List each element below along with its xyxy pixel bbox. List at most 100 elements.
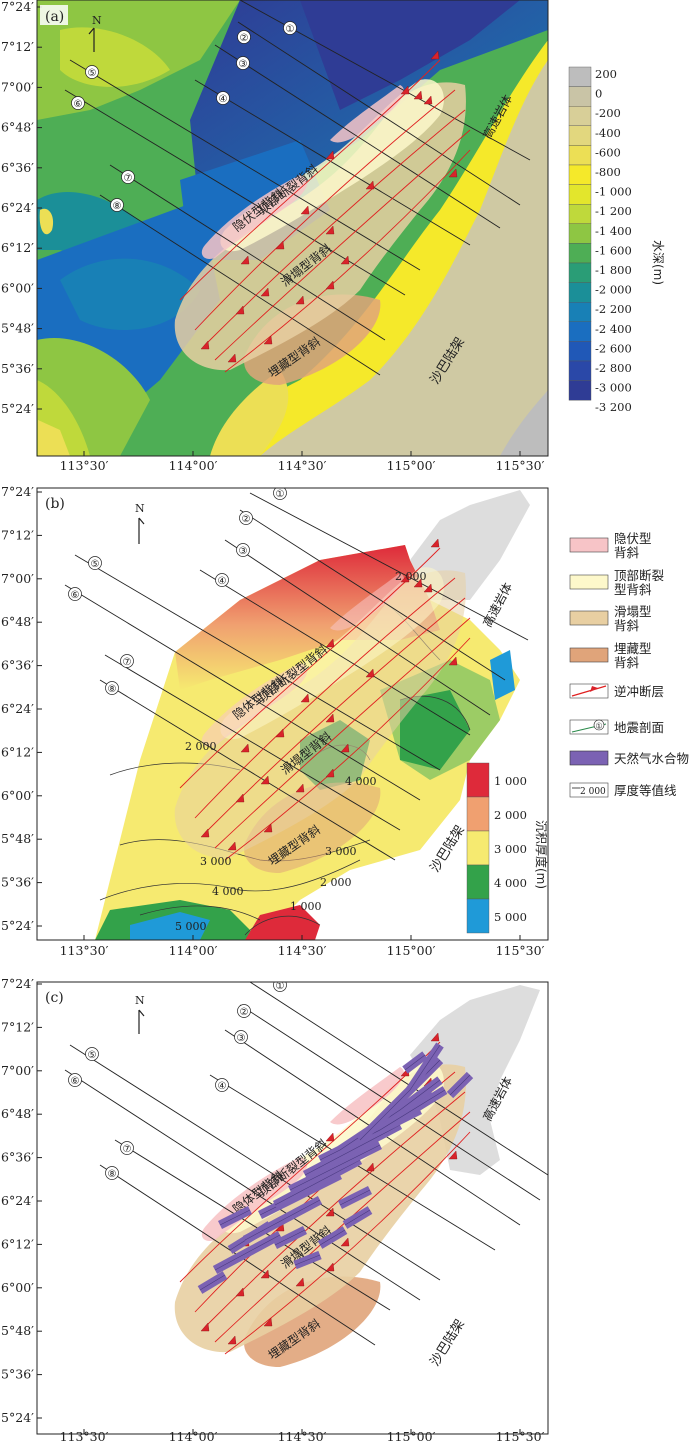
north-label-c: N: [135, 994, 145, 1007]
cryptic-anticline-zone: [201, 175, 308, 259]
thrust-triangle: [365, 1162, 375, 1172]
seismic-profile-line: [239, 509, 506, 681]
thrust-triangle: [275, 728, 285, 738]
thrust-triangle: [263, 335, 273, 345]
depth-color-bin: [568, 86, 592, 107]
thrust-triangle: [200, 1322, 210, 1332]
seismic-profile-number: ⑥: [71, 590, 80, 601]
depth-level-label: -2 000: [595, 283, 632, 297]
seismic-profile-number: ④: [219, 94, 228, 105]
depth-level-label: -800: [595, 165, 621, 179]
legend-label-hydrate: 天然气水合物: [614, 751, 689, 766]
thrust-fault-line: [214, 129, 471, 361]
seismic-profile-line: [69, 1044, 441, 1281]
lat-tick-label: 6°00′: [1, 788, 34, 803]
panel-a-tag-bg: [40, 5, 68, 25]
cryptic-anticline-zone: [330, 1067, 404, 1125]
seismic-profile-number: ⑦: [124, 173, 133, 184]
thickness-color-bin: [466, 864, 490, 900]
seismic-profile-number: ④: [218, 1081, 227, 1092]
thickness-color-bin: [466, 796, 490, 832]
lon-tick-label: 115°00′: [387, 943, 436, 958]
thrust-triangle: [430, 50, 440, 60]
thickness-contour-label: 3 000: [325, 845, 357, 858]
thrust-fault-line: [224, 637, 471, 861]
seismic-profile-marker: [237, 1004, 251, 1018]
depth-level-label: -1 800: [595, 263, 632, 277]
north-arrow-c: N: [135, 994, 145, 1034]
lon-tick-label: 114°00′: [169, 1429, 218, 1444]
lat-tick-label: 5°24′: [1, 401, 34, 416]
lat-tick-label: 7°12′: [1, 39, 34, 54]
seismic-profile-marker: [110, 198, 124, 212]
legend-swatch-contour: [569, 782, 609, 798]
thickness-level-label: 5 000: [494, 910, 527, 924]
thickness-contour-label: 3 000: [200, 855, 232, 868]
thrust-triangle: [300, 205, 310, 215]
depth-color-bin: [568, 145, 592, 166]
seismic-profile-number: ③: [239, 546, 248, 557]
lat-tick-label: 5°24′: [1, 1410, 34, 1425]
lon-tick-label: 115°00′: [387, 458, 436, 473]
lat-tick-label: 6°12′: [1, 744, 34, 759]
seismic-profile-marker: [273, 982, 287, 992]
thrust-triangle: [295, 783, 305, 793]
lat-tick-label: 6°48′: [1, 120, 34, 135]
lat-tick-label: 5°48′: [1, 831, 34, 846]
thrust-triangle: [325, 1262, 335, 1272]
thrust-triangle: [325, 150, 335, 160]
lon-tick-label: 113°30′: [60, 943, 109, 958]
thrust-triangle: [325, 1207, 335, 1217]
lat-tick-label: 6°48′: [1, 1106, 34, 1121]
seismic-profile-line: [237, 21, 521, 206]
thickness-color-bin: [466, 898, 490, 934]
gas-hydrate-outline: [379, 1089, 446, 1131]
thrust-fault-line: [194, 89, 456, 331]
seismic-profile-line: [69, 59, 421, 271]
depth-color-bin: [568, 341, 592, 362]
depth-color-bin: [568, 243, 592, 264]
thrust-triangle: [235, 1287, 245, 1297]
panel-a-tag-text: (a): [45, 9, 64, 25]
thickness-legend: 1 000 2 000 3 000 4 000 5 000 沉积厚度(m): [466, 762, 549, 934]
depth-level-label: -400: [595, 126, 621, 140]
thrust-triangle: [295, 1277, 305, 1287]
thickness-legend-title: 沉积厚度(m): [534, 820, 549, 889]
seismic-profile-line: [249, 492, 529, 641]
gas-hydrate-outline: [319, 1229, 346, 1246]
thrust-triangle: [413, 90, 423, 100]
depth-level-label: -3 200: [595, 400, 632, 414]
thrust-triangle: [275, 240, 285, 250]
lon-tick-label: 114°30′: [278, 458, 327, 473]
depth-level-label: -2 600: [595, 341, 632, 355]
lat-tick-label: 5°36′: [1, 875, 34, 890]
lat-tick-label: 5°36′: [1, 361, 34, 376]
seismic-profile-marker: [215, 1078, 229, 1092]
lon-tick-label: 114°30′: [278, 1429, 327, 1444]
thrust-triangle: [260, 287, 270, 297]
thrust-triangle: [263, 1317, 273, 1327]
thrust-triangle: [448, 168, 458, 178]
seismic-profile-marker: [283, 21, 297, 35]
thickness-level-label: 1 000: [494, 774, 527, 788]
lat-tick-label: 5°48′: [1, 321, 34, 336]
lat-tick-label: 7°12′: [1, 1019, 34, 1034]
gas-hydrate-outline: [304, 1124, 401, 1176]
cryptic-anticline-zone: [330, 85, 404, 143]
lon-tick-label: 113°30′: [60, 458, 109, 473]
lat-tick-label: 6°48′: [1, 614, 34, 629]
depth-level-label: 0: [595, 87, 602, 101]
legend-label-cryptic: 背斜: [614, 545, 640, 560]
thrust-triangle: [340, 1237, 350, 1247]
lat-tick-label: 6°00′: [1, 280, 34, 295]
thrust-fault-line: [224, 1131, 471, 1355]
thrust-triangle: [365, 668, 375, 678]
depth-color-bin: [568, 360, 592, 381]
gas-hydrate-outline: [404, 1054, 426, 1071]
lat-tick-label: 5°48′: [1, 1323, 34, 1338]
seismic-profile-marker: [237, 30, 251, 44]
thrust-triangle: [235, 305, 245, 315]
depth-color-bin: [568, 164, 592, 185]
legend-label-contour: 厚度等值线: [614, 783, 677, 798]
lon-tick-label: 114°00′: [169, 458, 218, 473]
